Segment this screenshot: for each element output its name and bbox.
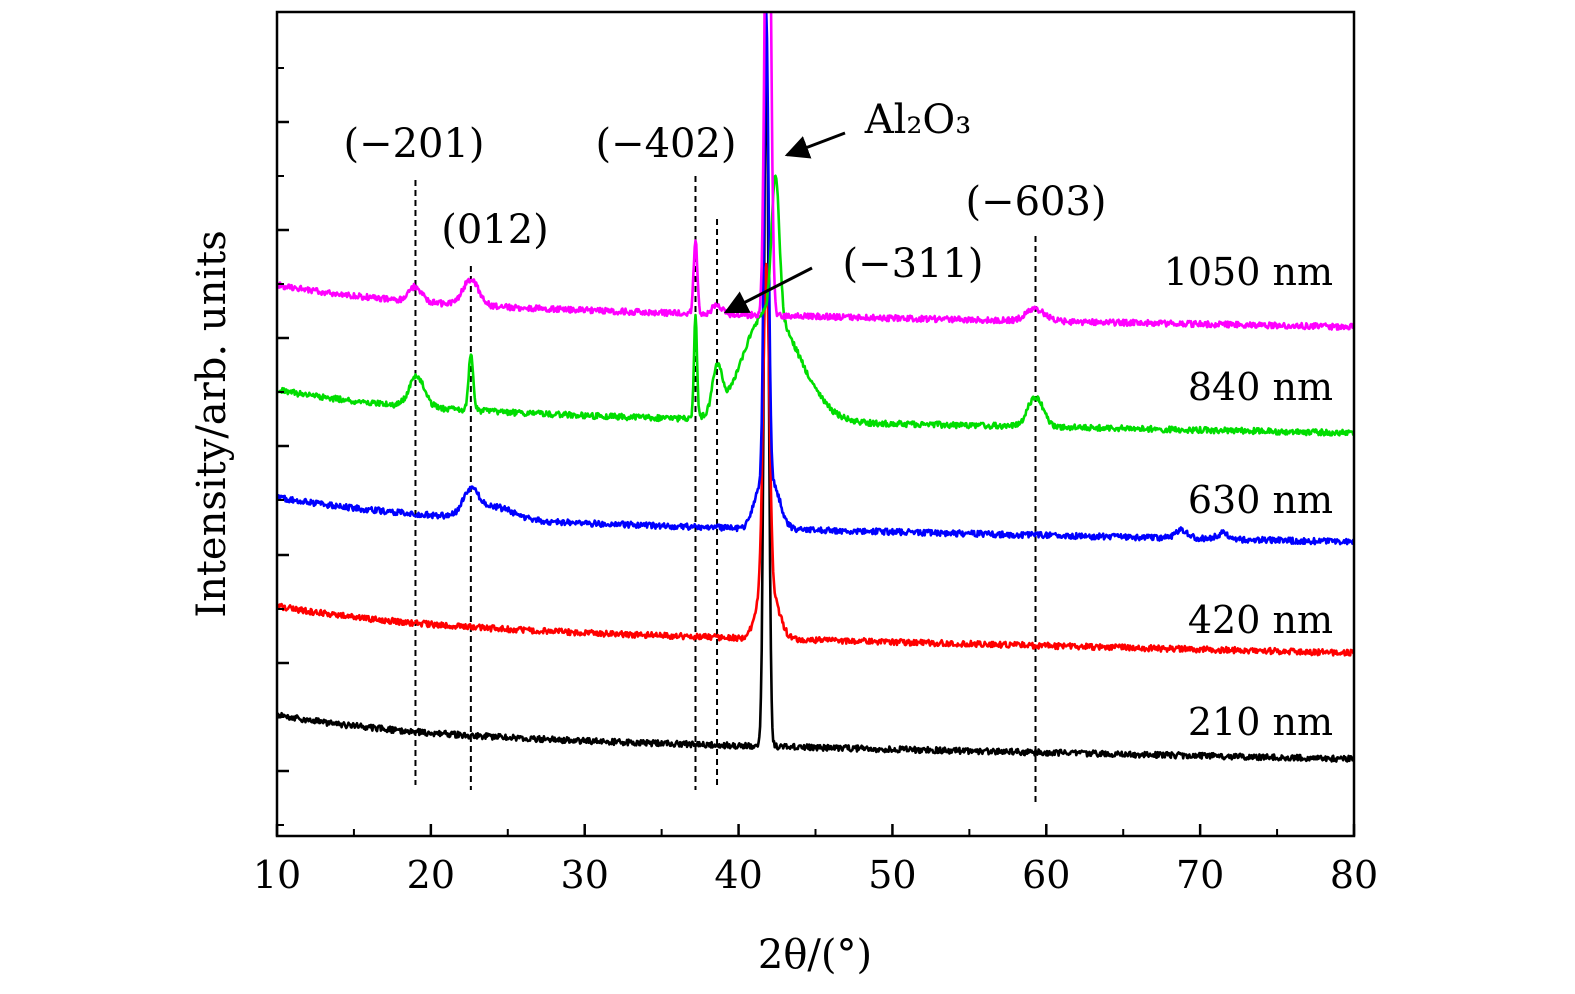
annotation-al2o3: Al₂O₃ [864,97,972,143]
series-label-420: 420 nm [1188,598,1333,642]
annotation-minus-201: (−201) [343,121,484,167]
series-label-840: 840 nm [1188,365,1333,409]
x-tick-label: 30 [561,853,609,897]
annotation-minus-311: (−311) [842,241,983,287]
annotation-012: (012) [441,207,549,253]
x-axis-ticks: 10 20 30 40 50 60 70 80 [253,824,1378,897]
arrow-al2o3 [784,131,846,159]
series-label-210: 210 nm [1188,700,1333,744]
arrow-minus-311 [723,266,813,314]
y-axis-title: Intensity/arb. units [189,230,235,617]
series-line-840-nm [277,174,1354,437]
series-line-420-nm [277,262,1354,657]
series-labels: 1050 nm 840 nm 630 nm 420 nm 210 nm [1164,250,1333,744]
x-tick-label: 10 [253,853,301,897]
peak-annotations: (−201) (012) (−402) (−311) (−603) Al₂O₃ [343,97,1107,314]
series-line-630-nm [277,12,1354,546]
x-tick-label: 40 [714,853,762,897]
peak-guide-lines [414,176,1037,805]
series-line-210-nm [277,35,1354,763]
series-line-1050-nm [277,12,1354,331]
series-group [277,12,1354,763]
x-tick-label: 20 [407,853,455,897]
x-axis-title: 2θ/(°) [758,932,872,978]
x-tick-label: 60 [1022,853,1070,897]
series-label-1050: 1050 nm [1164,250,1333,294]
x-tick-label: 70 [1176,853,1224,897]
annotation-minus-402: (−402) [595,121,736,167]
series-label-630: 630 nm [1188,478,1333,522]
y-axis-ticks [277,67,289,826]
x-tick-label: 80 [1330,853,1378,897]
annotation-minus-603: (−603) [965,179,1106,225]
x-tick-label: 50 [868,853,916,897]
